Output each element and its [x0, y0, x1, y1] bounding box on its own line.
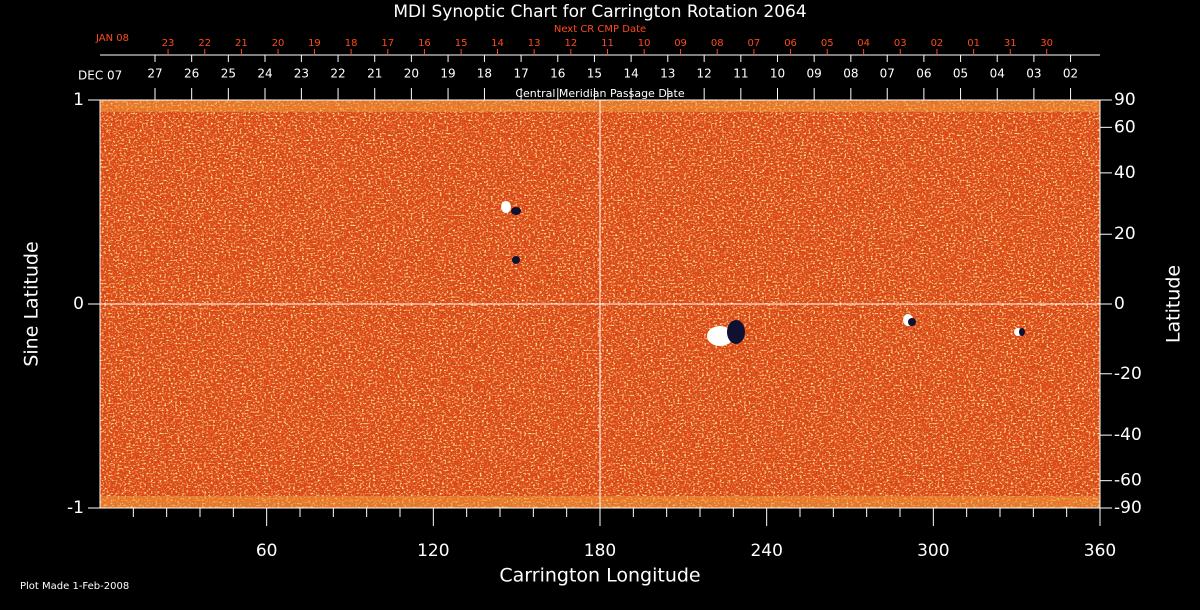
- y-tick-label: 0: [73, 294, 84, 314]
- cmp-title: Central Meridian Passage Date: [515, 87, 684, 100]
- cmp-date-label: 08: [843, 67, 858, 81]
- cmp-date-label: 14: [623, 67, 638, 81]
- cmp-date-label: 06: [916, 67, 931, 81]
- next-cmp-date-label: 04: [857, 38, 870, 49]
- x-tick-label: 360: [1084, 541, 1116, 561]
- cmp-date-label: 12: [697, 67, 712, 81]
- y2-tick-label: 60: [1114, 117, 1136, 137]
- y2-tick-label: -20: [1114, 364, 1142, 384]
- x-tick-label: 60: [256, 541, 278, 561]
- cmp-date-label: 09: [807, 67, 822, 81]
- y-axis-title: Sine Latitude: [21, 241, 43, 366]
- next-cmp-date-label: 31: [1004, 38, 1017, 49]
- next-cmp-date-label: 16: [418, 38, 431, 49]
- next-cmp-date-label: 05: [821, 38, 834, 49]
- next-cmp-date-label: 22: [198, 38, 211, 49]
- next-cmp-date-label: 02: [931, 38, 944, 49]
- next-cmp-date-label: 12: [564, 38, 577, 49]
- cmp-date-label: 21: [367, 67, 382, 81]
- next-cmp-date-label: 07: [748, 38, 761, 49]
- cmp-date-label: 07: [880, 67, 895, 81]
- next-cmp-date-label: 10: [638, 38, 651, 49]
- next-cmp-date-label: 01: [967, 38, 980, 49]
- next-cmp-date-label: 21: [235, 38, 248, 49]
- cmp-date-label: 19: [440, 67, 455, 81]
- x-tick-label: 180: [584, 541, 616, 561]
- cmp-date-label: 20: [404, 67, 419, 81]
- cmp-date-label: 10: [770, 67, 785, 81]
- cmp-date-label: 04: [990, 67, 1005, 81]
- chart-title: MDI Synoptic Chart for Carrington Rotati…: [393, 2, 806, 22]
- cmp-date-label: 24: [257, 67, 272, 81]
- cmp-date-label: 11: [733, 67, 748, 81]
- next-cmp-title: Next CR CMP Date: [554, 24, 646, 35]
- x-tick-label: 120: [417, 541, 449, 561]
- next-cmp-start: JAN 08: [95, 33, 129, 44]
- next-cmp-date-label: 30: [1040, 38, 1053, 49]
- cmp-date-label: 13: [660, 67, 675, 81]
- y2-tick-label: -90: [1114, 498, 1142, 518]
- cmp-date-label: 05: [953, 67, 968, 81]
- next-cmp-date-label: 15: [455, 38, 468, 49]
- y2-tick-label: 90: [1114, 90, 1136, 110]
- y2-tick-label: -40: [1114, 425, 1142, 445]
- y2-tick-label: 20: [1114, 224, 1136, 244]
- y-tick-label: 1: [73, 90, 84, 110]
- next-cmp-date-label: 13: [528, 38, 541, 49]
- y2-tick-label: 40: [1114, 163, 1136, 183]
- cmp-date-label: 02: [1063, 67, 1078, 81]
- x-axis-title: Carrington Longitude: [499, 565, 700, 587]
- cmp-date-label: 18: [477, 67, 492, 81]
- next-cmp-date-label: 08: [711, 38, 724, 49]
- cmp-date-label: 27: [147, 67, 162, 81]
- next-cmp-date-label: 09: [674, 38, 687, 49]
- cmp-date-label: 17: [513, 67, 528, 81]
- cmp-date-label: 15: [587, 67, 602, 81]
- cmp-date-label: 25: [221, 67, 236, 81]
- x-tick-label: 240: [750, 541, 782, 561]
- cmp-date-label: 16: [550, 67, 565, 81]
- next-cmp-date-label: 14: [491, 38, 504, 49]
- next-cmp-date-label: 17: [381, 38, 394, 49]
- next-cmp-date-label: 20: [272, 38, 285, 49]
- y2-tick-label: -60: [1114, 471, 1142, 491]
- y2-tick-label: 0: [1114, 294, 1125, 314]
- cmp-date-label: 23: [294, 67, 309, 81]
- next-cmp-date-label: 19: [308, 38, 321, 49]
- next-cmp-date-label: 03: [894, 38, 907, 49]
- next-cmp-date-label: 11: [601, 38, 614, 49]
- y-tick-label: -1: [67, 498, 84, 518]
- footnote: Plot Made 1-Feb-2008: [20, 581, 129, 592]
- cmp-date-label: 03: [1026, 67, 1041, 81]
- cmp-start: DEC 07: [78, 69, 122, 83]
- cmp-date-label: 26: [184, 67, 199, 81]
- next-cmp-date-label: 23: [162, 38, 175, 49]
- cmp-date-label: 22: [330, 67, 345, 81]
- next-cmp-date-label: 18: [345, 38, 358, 49]
- x-tick-label: 300: [917, 541, 949, 561]
- next-cmp-date-label: 06: [784, 38, 797, 49]
- y2-axis-title: Latitude: [1163, 265, 1185, 343]
